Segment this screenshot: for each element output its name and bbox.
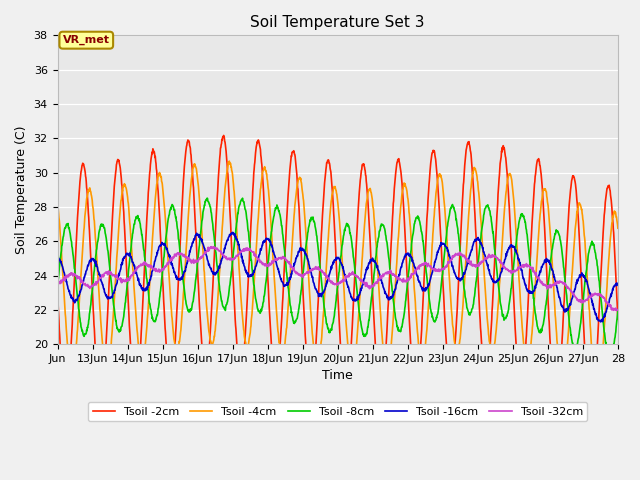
Tsoil -2cm <box>340 390 348 396</box>
Tsoil -32cm <box>154 269 161 275</box>
Tsoil -8cm <box>579 306 586 312</box>
Y-axis label: Soil Temperature (C): Soil Temperature (C) <box>15 125 28 254</box>
Tsoil -2cm <box>54 288 61 294</box>
Tsoil -2cm <box>307 387 315 393</box>
Line: Tsoil -4cm: Tsoil -4cm <box>58 161 618 391</box>
Tsoil -8cm <box>440 255 448 261</box>
Line: Tsoil -16cm: Tsoil -16cm <box>58 232 618 322</box>
Tsoil -4cm <box>340 298 348 303</box>
Legend: Tsoil -2cm, Tsoil -4cm, Tsoil -8cm, Tsoil -16cm, Tsoil -32cm: Tsoil -2cm, Tsoil -4cm, Tsoil -8cm, Tsoi… <box>88 402 588 421</box>
Tsoil -32cm <box>440 266 448 272</box>
Tsoil -8cm <box>614 309 621 314</box>
Tsoil -4cm <box>595 388 602 394</box>
Tsoil -16cm <box>154 248 161 253</box>
Tsoil -8cm <box>64 221 72 227</box>
Tsoil -32cm <box>64 273 72 278</box>
Tsoil -16cm <box>340 271 348 277</box>
Tsoil -2cm <box>614 316 621 322</box>
Tsoil -16cm <box>579 271 586 276</box>
Line: Tsoil -32cm: Tsoil -32cm <box>58 247 618 311</box>
Tsoil -8cm <box>154 310 161 315</box>
Tsoil -32cm <box>340 278 348 284</box>
Tsoil -16cm <box>597 319 605 325</box>
Tsoil -2cm <box>154 185 161 191</box>
Tsoil -32cm <box>54 281 61 287</box>
Tsoil -8cm <box>340 227 348 232</box>
Tsoil -32cm <box>579 299 586 304</box>
Tsoil -16cm <box>64 286 72 291</box>
Tsoil -16cm <box>614 281 621 287</box>
Tsoil -4cm <box>440 197 448 203</box>
Tsoil -32cm <box>613 308 621 313</box>
Tsoil -2cm <box>587 412 595 418</box>
Text: VR_met: VR_met <box>63 35 110 45</box>
Tsoil -4cm <box>579 210 586 216</box>
Tsoil -16cm <box>307 270 315 276</box>
Tsoil -4cm <box>225 158 233 164</box>
Line: Tsoil -8cm: Tsoil -8cm <box>58 198 618 358</box>
Tsoil -8cm <box>307 215 315 220</box>
Tsoil -4cm <box>614 225 621 231</box>
Tsoil -4cm <box>64 347 72 353</box>
Tsoil -32cm <box>207 244 215 250</box>
Tsoil -4cm <box>54 198 61 204</box>
Tsoil -2cm <box>64 383 72 388</box>
Tsoil -8cm <box>605 355 613 361</box>
Tsoil -32cm <box>307 267 315 273</box>
Tsoil -2cm <box>220 132 227 138</box>
Tsoil -4cm <box>154 177 161 183</box>
Tsoil -16cm <box>440 241 448 247</box>
Line: Tsoil -2cm: Tsoil -2cm <box>58 135 618 415</box>
Tsoil -16cm <box>54 255 61 261</box>
Tsoil -16cm <box>229 229 237 235</box>
Tsoil -8cm <box>204 195 211 201</box>
Tsoil -2cm <box>440 302 448 308</box>
Tsoil -4cm <box>307 315 315 321</box>
Title: Soil Temperature Set 3: Soil Temperature Set 3 <box>250 15 425 30</box>
X-axis label: Time: Time <box>323 370 353 383</box>
Tsoil -2cm <box>579 292 586 298</box>
Tsoil -8cm <box>54 284 61 289</box>
Tsoil -32cm <box>614 307 621 312</box>
